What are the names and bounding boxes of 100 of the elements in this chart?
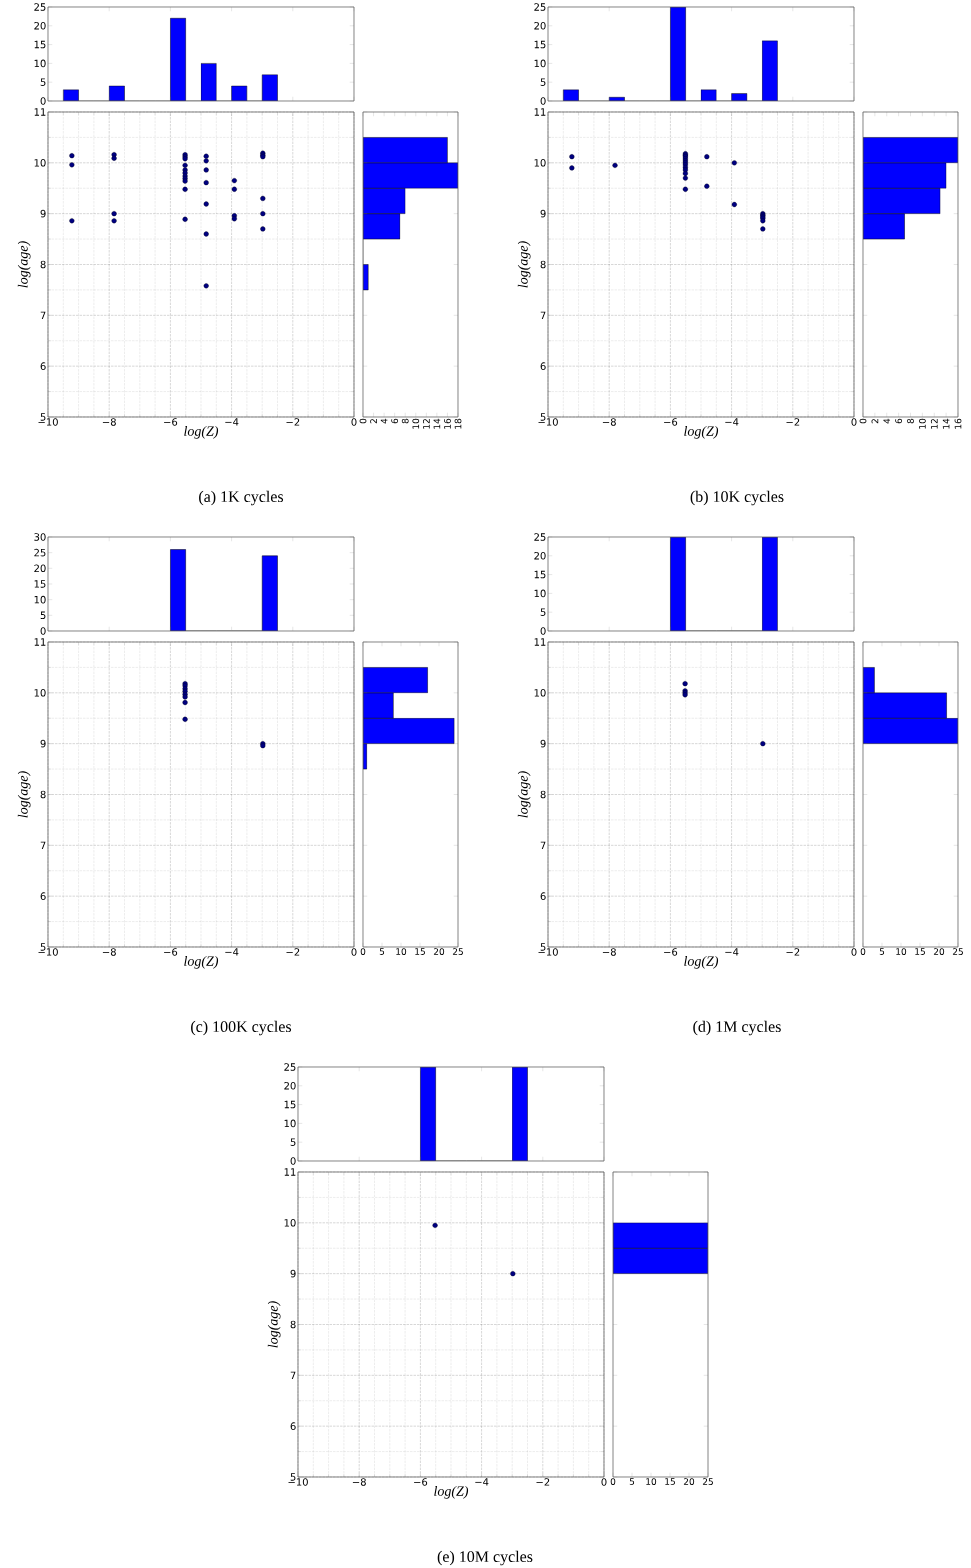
y-axis-title: log(age): [517, 241, 531, 288]
y-tick-label: 7: [290, 1371, 296, 1379]
y-tick-label: 8: [290, 1320, 296, 1329]
y-tick-label: 10: [284, 1119, 296, 1128]
y-tick-label: 8: [540, 790, 546, 799]
x-tick-label: 0: [359, 418, 367, 424]
y-tick-label: 25: [534, 533, 546, 541]
y-tick-label: 10: [534, 59, 546, 68]
y-axis-title: log(age): [17, 771, 31, 818]
y-axis-title: log(age): [517, 771, 531, 818]
x-tick-label: −8: [602, 948, 616, 956]
y-tick-label: 8: [40, 790, 46, 799]
x-tick-label: 25: [702, 1478, 713, 1485]
x-tick-label: 5: [629, 1478, 635, 1485]
x-tick-label: 6: [895, 418, 903, 424]
x-tick-label: 15: [665, 1478, 675, 1485]
y-tick-label: 10: [534, 159, 546, 167]
y-tick-label: 20: [34, 564, 46, 573]
x-tick-label: −4: [225, 418, 239, 426]
x-tick-label: 0: [601, 1478, 607, 1486]
y-tick-label: 9: [540, 739, 546, 748]
y-tick-label: 6: [540, 892, 546, 900]
y-tick-label: 6: [40, 362, 46, 370]
x-tick-label: 0: [860, 948, 866, 955]
y-tick-label: 7: [540, 311, 546, 319]
text: (a) 1K cycles: [199, 490, 284, 506]
x-tick-label: 0: [360, 948, 366, 955]
y-tick-label: 11: [34, 638, 46, 646]
x-tick-label: 20: [683, 1478, 695, 1485]
x-tick-label: −2: [786, 418, 800, 426]
x-tick-label: 0: [851, 418, 857, 426]
y-tick-label: 5: [40, 611, 46, 620]
x-tick-label: −8: [352, 1478, 366, 1486]
x-tick-label: −6: [664, 948, 678, 956]
y-tick-label: 9: [540, 209, 546, 218]
x-axis-title: log(Z): [684, 955, 719, 969]
y-tick-label: 10: [34, 159, 46, 167]
x-tick-label: 18: [454, 418, 462, 429]
x-tick-label: 6: [391, 418, 399, 424]
y-tick-label: 0: [540, 627, 546, 635]
x-tick-label: 10: [412, 418, 420, 429]
x-tick-label: 15: [415, 948, 425, 955]
y-tick-label: 20: [534, 21, 546, 30]
x-tick-label: 15: [915, 948, 925, 955]
y-tick-label: 25: [34, 548, 46, 557]
y-tick-label: 5: [40, 78, 46, 86]
x-tick-label: 16: [444, 418, 451, 429]
y-tick-label: 5: [290, 1138, 296, 1146]
x-tick-label: 10: [896, 948, 907, 955]
x-tick-label: −6: [414, 1478, 428, 1486]
y-tick-label: 0: [290, 1157, 296, 1165]
x-tick-label: −2: [536, 1478, 550, 1486]
y-tick-label: 15: [534, 40, 546, 49]
y-tick-label: 0: [40, 627, 46, 635]
x-axis-title: log(Z): [684, 425, 719, 439]
x-tick-label: 10: [396, 948, 407, 955]
x-tick-label: 2: [871, 419, 879, 424]
y-tick-label: 15: [284, 1100, 296, 1109]
y-tick-label: 6: [290, 1422, 296, 1430]
x-tick-label: 14: [433, 418, 441, 429]
x-tick-label: −4: [225, 948, 239, 956]
x-axis-title: log(Z): [184, 425, 219, 439]
y-tick-label: 6: [40, 892, 46, 900]
y-tick-label: 20: [534, 551, 546, 560]
x-tick-label: −4: [725, 948, 739, 956]
x-tick-label: 0: [610, 1478, 616, 1485]
y-tick-label: 11: [534, 108, 546, 116]
x-tick-label: −6: [664, 418, 678, 426]
y-tick-label: 25: [534, 3, 546, 11]
y-tick-label: 15: [34, 580, 46, 588]
x-tick-label: 14: [942, 418, 950, 429]
x-tick-label: 0: [351, 948, 357, 956]
y-tick-label: 15: [534, 570, 546, 579]
y-tick-label: 10: [34, 595, 46, 604]
x-tick-label: 12: [930, 419, 938, 429]
y-tick-label: 20: [34, 21, 46, 30]
x-tick-label: −2: [786, 948, 800, 956]
y-tick-label: 10: [34, 689, 46, 697]
text: (c) 100K cycles: [191, 1020, 292, 1036]
y-tick-label: 20: [284, 1081, 296, 1090]
y-tick-label: 10: [534, 689, 546, 697]
x-tick-label: −4: [475, 1478, 489, 1486]
x-tick-label: 25: [952, 948, 963, 955]
y-axis-title: log(age): [267, 1301, 281, 1348]
x-tick-label: 0: [851, 948, 857, 956]
y-tick-label: 7: [540, 841, 546, 849]
y-tick-label: 11: [34, 108, 46, 116]
y-tick-label: 9: [40, 739, 46, 748]
x-tick-label: −6: [164, 948, 178, 956]
y-tick-label: 7: [40, 841, 46, 849]
x-tick-label: 4: [883, 418, 891, 424]
y-axis-title: log(age): [17, 241, 31, 288]
y-tick-label: 10: [534, 589, 546, 598]
y-tick-label: 7: [40, 311, 46, 319]
y-tick-label: 10: [34, 59, 46, 68]
x-tick-label: 5: [879, 948, 885, 955]
y-tick-label: 11: [284, 1168, 296, 1176]
y-tick-label: 11: [534, 638, 546, 646]
y-tick-label: 15: [34, 40, 46, 49]
x-tick-label: 20: [933, 948, 945, 955]
